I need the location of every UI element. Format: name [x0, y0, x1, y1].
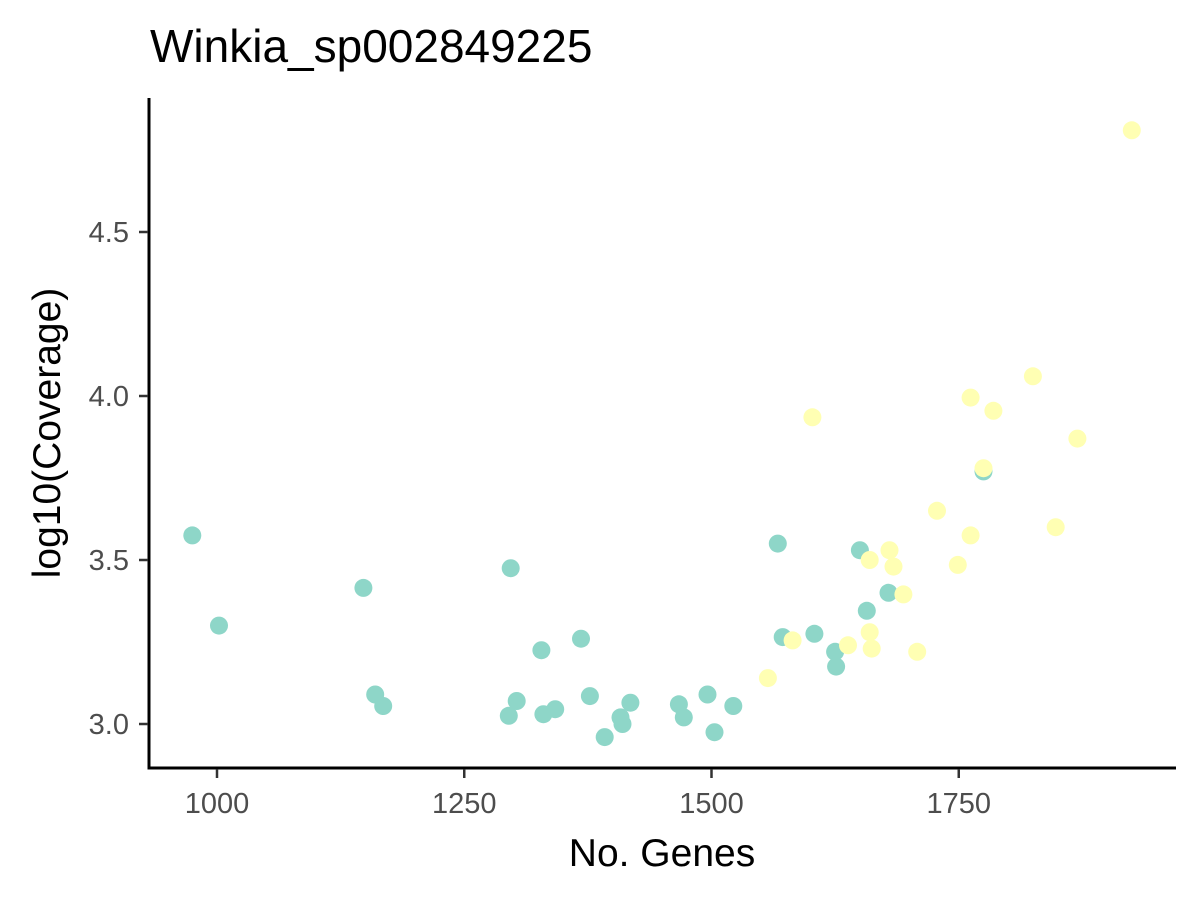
x-tick-label-3: 1500: [679, 788, 744, 820]
data-point-series2-3: [961, 388, 980, 407]
x-axis-ticks: 1000 1250 1500 1750: [185, 769, 991, 820]
data-point-series2-18: [839, 636, 857, 655]
data-point-series1-12: [572, 629, 590, 648]
y-tick-label-1: 3.0: [89, 709, 129, 741]
data-point-series2-6: [1068, 429, 1087, 448]
data-point-series1-14: [595, 728, 614, 747]
data-points: [183, 121, 1141, 747]
y-axis-ticks: 3.0 3.5 4.0 4.5: [89, 217, 148, 741]
data-point-series1-8: [507, 692, 526, 710]
data-point-series2-5: [803, 408, 822, 427]
y-axis-title: log10(Coverage): [26, 288, 69, 579]
data-point-series1-27: [827, 657, 846, 676]
data-point-series1-3: [354, 578, 373, 597]
data-point-series1-9: [532, 641, 551, 660]
y-tick-label-3: 4.0: [89, 381, 129, 413]
data-point-series2-10: [961, 526, 980, 545]
data-point-series2-7: [974, 459, 993, 478]
data-point-series1-17: [621, 693, 640, 712]
data-point-series1-22: [724, 697, 743, 715]
data-point-series1-16: [613, 715, 632, 733]
data-point-series2-14: [948, 555, 967, 574]
x-tick-label-2: 1250: [432, 788, 497, 820]
y-tick-label-2: 3.5: [89, 545, 129, 577]
data-point-series2-20: [908, 642, 927, 661]
data-point-series1-11: [546, 700, 565, 719]
data-point-series1-25: [805, 624, 824, 643]
data-point-series1-7: [499, 706, 518, 725]
y-tick-label-4: 4.5: [89, 217, 129, 249]
data-point-series2-17: [783, 631, 802, 650]
data-point-series2-11: [880, 541, 899, 560]
data-point-series2-19: [862, 639, 881, 658]
data-point-series2-2: [1023, 367, 1042, 386]
data-point-series1-5: [374, 697, 393, 715]
data-point-series2-16: [860, 623, 879, 642]
x-tick-label-1: 1000: [185, 788, 250, 820]
data-point-series2-12: [860, 551, 879, 569]
data-point-series1-6: [501, 559, 520, 578]
data-point-series2-21: [758, 669, 777, 688]
data-point-series2-4: [984, 401, 1003, 420]
data-point-series2-15: [894, 585, 913, 604]
data-point-series2-9: [1046, 518, 1065, 537]
data-point-series1-19: [674, 708, 693, 727]
data-point-series2-1: [1122, 121, 1141, 140]
data-point-series2-13: [884, 557, 903, 576]
data-point-series1-30: [879, 583, 898, 602]
chart-title: Winkia_sp002849225: [150, 20, 592, 72]
data-point-series1-29: [857, 601, 876, 620]
x-tick-label-4: 1750: [926, 788, 991, 820]
data-point-series1-21: [705, 723, 724, 742]
x-axis-title: No. Genes: [569, 832, 755, 875]
data-point-series1-20: [698, 685, 717, 704]
data-point-series1-23: [768, 534, 787, 553]
data-point-series1-2: [210, 616, 228, 635]
data-point-series2-8: [928, 501, 946, 520]
data-point-series1-13: [580, 687, 599, 706]
data-point-series1-1: [183, 526, 202, 545]
